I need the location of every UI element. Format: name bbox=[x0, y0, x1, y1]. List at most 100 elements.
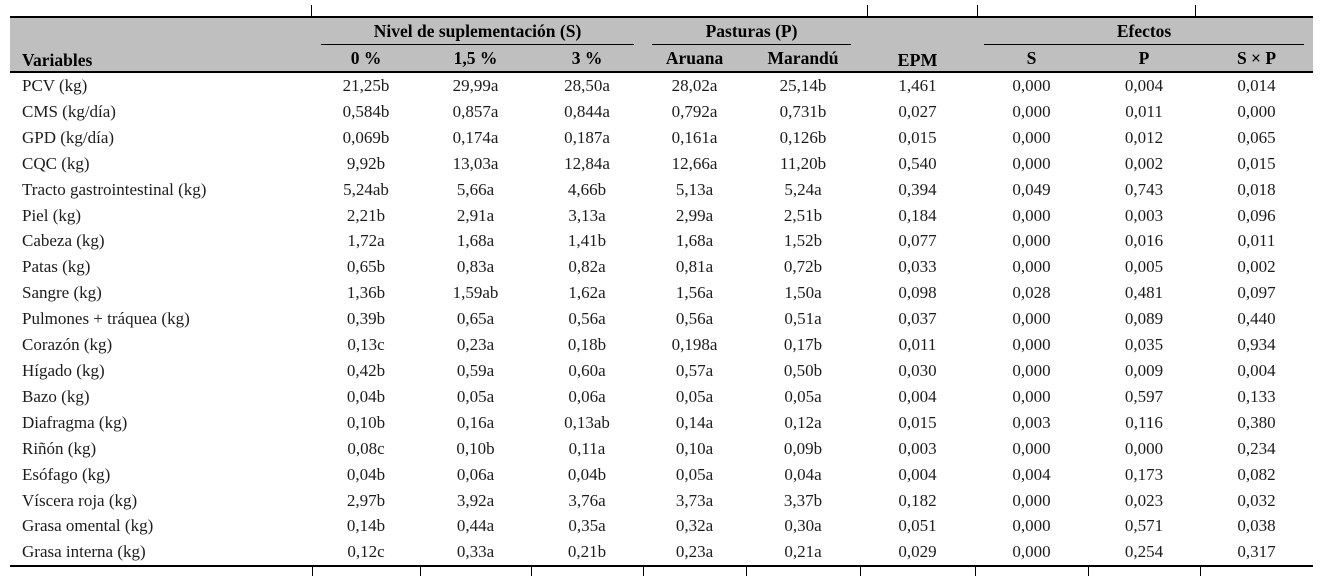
row-value-cell: 3,92a bbox=[456, 490, 495, 510]
row-value-cell: 0,014 bbox=[1237, 76, 1276, 95]
row-value-cell: 0,174a bbox=[452, 127, 499, 147]
row-value-cell: 12,66a bbox=[671, 153, 718, 173]
row-variable-label: Riñón (kg) bbox=[22, 438, 97, 458]
row-variable-label: Grasa interna (kg) bbox=[10, 539, 312, 568]
table-row: Tracto gastrointestinal (kg) 5,24ab 5,66a 4… bbox=[10, 177, 1313, 203]
table-row: Patas (kg) 0,65b 0,83a 0,82a 0,81a 0,72b 0,033… bbox=[10, 254, 1313, 280]
row-value-cell: 0,83a bbox=[456, 257, 495, 277]
row-value-cell: 0,254 bbox=[1088, 539, 1201, 568]
table-header: Variables Nivel de suplementación (S) Pa… bbox=[10, 17, 1314, 73]
row-value-cell: 0,018 bbox=[1237, 179, 1276, 199]
col-group-pasturas: Pasturas (P) bbox=[643, 17, 861, 45]
col-group-suplementacion: Nivel de suplementación (S) bbox=[312, 17, 644, 45]
column-boundary-tick bbox=[745, 566, 861, 577]
row-value-cell: 13,03a bbox=[452, 153, 499, 173]
row-variable-label: Sangre (kg) bbox=[22, 283, 102, 303]
row-value-cell: 0,11a bbox=[568, 438, 606, 458]
row-value-cell: 0,126b bbox=[779, 127, 827, 147]
row-value-cell: 0,09b bbox=[783, 438, 823, 458]
row-value-cell: 0,000 bbox=[1012, 231, 1051, 251]
row-variable-label: Grasa omental (kg) bbox=[22, 516, 154, 536]
row-value-cell: 0,13ab bbox=[564, 412, 610, 432]
row-value-cell: 0,033 bbox=[898, 257, 937, 277]
row-value-cell: 0,038 bbox=[1237, 516, 1276, 536]
row-value-cell: 0,011 bbox=[898, 335, 937, 355]
row-variable-label: Esófago (kg) bbox=[22, 464, 111, 484]
table-row: PCV (kg) 21,25b 29,99a 28,50a 28,02a 25,14b 1,… bbox=[10, 72, 1313, 99]
row-value-cell: 0,000 bbox=[1012, 205, 1051, 225]
row-value-cell: 0,14b bbox=[346, 516, 386, 536]
row-value-cell: 0,000 bbox=[1012, 516, 1051, 536]
row-value-cell: 3,37b bbox=[783, 490, 823, 510]
row-value-cell: 0,65b bbox=[346, 257, 386, 277]
row-value-cell: 0,004 bbox=[898, 386, 937, 406]
row-value-cell: 0,440 bbox=[1237, 309, 1276, 329]
row-variable-label: Hígado (kg) bbox=[22, 360, 105, 380]
row-value-cell: 0,35a bbox=[568, 516, 606, 536]
table-row: GPD (kg/día) 0,069b 0,174a 0,187a 0,161a 0,12… bbox=[10, 125, 1313, 151]
column-boundary-tick bbox=[419, 566, 531, 577]
row-value-cell: 0,000 bbox=[975, 539, 1089, 568]
row-value-cell: 0,029 bbox=[860, 539, 976, 568]
row-value-cell: 28,50a bbox=[564, 76, 610, 95]
row-value-cell: 0,17b bbox=[783, 335, 823, 355]
row-value-cell: 0,133 bbox=[1237, 386, 1276, 406]
row-value-cell: 0,04b bbox=[346, 464, 386, 484]
row-value-cell: 0,002 bbox=[1124, 153, 1164, 173]
row-value-cell: 0,035 bbox=[1124, 335, 1164, 355]
group-label: Efectos bbox=[984, 19, 1305, 45]
tick-spacer bbox=[10, 566, 312, 576]
row-value-cell: 0,089 bbox=[1124, 309, 1164, 329]
row-value-cell: 0,000 bbox=[1124, 438, 1164, 458]
table-row: Diafragma (kg) 0,10b 0,16a 0,13ab 0,14a 0,12a… bbox=[10, 410, 1313, 436]
row-value-cell: 0,51a bbox=[784, 309, 822, 329]
row-value-cell: 0,015 bbox=[898, 127, 937, 147]
row-value-cell: 1,68a bbox=[456, 231, 495, 251]
table-row: Bazo (kg) 0,04b 0,05a 0,06a 0,05a 0,05a 0,004 0… bbox=[10, 384, 1313, 410]
column-boundary-tick bbox=[1087, 566, 1201, 577]
row-value-cell: 0,06a bbox=[456, 464, 495, 484]
table-row: Sangre (kg) 1,36b 1,59ab 1,62a 1,56a 1,50a 0,0… bbox=[10, 280, 1313, 306]
row-value-cell: 1,62a bbox=[568, 283, 606, 303]
row-value-cell: 0,60a bbox=[568, 360, 606, 380]
row-value-cell: 1,52b bbox=[783, 231, 823, 251]
row-value-cell: 0,032 bbox=[1237, 490, 1276, 510]
row-value-cell: 0,004 bbox=[1237, 360, 1276, 380]
row-value-cell: 3,13a bbox=[568, 205, 606, 225]
row-value-cell: 0,011 bbox=[1125, 101, 1163, 121]
row-value-cell: 1,41b bbox=[567, 231, 607, 251]
row-value-cell: 0,028 bbox=[1012, 283, 1051, 303]
row-value-cell: 0,44a bbox=[456, 516, 495, 536]
row-value-cell: 0,481 bbox=[1124, 283, 1164, 303]
row-value-cell: 0,000 bbox=[1012, 257, 1051, 277]
row-value-cell: 0,10b bbox=[346, 412, 386, 432]
row-value-cell: 0,18b bbox=[567, 335, 607, 355]
row-value-cell: 5,66a bbox=[456, 179, 495, 199]
row-value-cell: 0,05a bbox=[675, 386, 714, 406]
col-header-marandu: Marandú bbox=[746, 45, 861, 73]
row-value-cell: 0,10b bbox=[456, 438, 495, 458]
row-value-cell: 0,004 bbox=[898, 464, 937, 484]
row-value-cell: 0,000 bbox=[1012, 335, 1051, 355]
row-value-cell: 0,584b bbox=[342, 101, 390, 121]
row-value-cell: 0,082 bbox=[1237, 464, 1276, 484]
group-label: Nivel de suplementación (S) bbox=[321, 19, 635, 45]
row-value-cell: 2,99a bbox=[675, 205, 714, 225]
row-value-cell: 0,015 bbox=[1237, 153, 1276, 173]
row-value-cell: 0,015 bbox=[898, 412, 937, 432]
col-header-3pct: 3 % bbox=[531, 45, 644, 73]
row-value-cell: 0,380 bbox=[1237, 412, 1276, 432]
table-row: Riñón (kg) 0,08c 0,10b 0,11a 0,10a 0,09b 0,003… bbox=[10, 436, 1313, 462]
row-value-cell: 0,857a bbox=[452, 101, 499, 121]
table-row: Cabeza (kg) 1,72a 1,68a 1,41b 1,68a 1,52b 0,07… bbox=[10, 228, 1313, 254]
row-value-cell: 0,030 bbox=[898, 360, 937, 380]
row-value-cell: 21,25b bbox=[342, 76, 390, 95]
row-value-cell: 0,187a bbox=[564, 127, 610, 147]
row-value-cell: 0,21b bbox=[531, 539, 644, 568]
row-value-cell: 0,57a bbox=[675, 360, 714, 380]
column-boundary-tick bbox=[311, 5, 312, 16]
row-value-cell: 0,037 bbox=[898, 309, 937, 329]
column-boundary-tick bbox=[977, 5, 978, 16]
row-value-cell: 0,198a bbox=[671, 335, 718, 355]
row-value-cell: 0,39b bbox=[346, 309, 386, 329]
